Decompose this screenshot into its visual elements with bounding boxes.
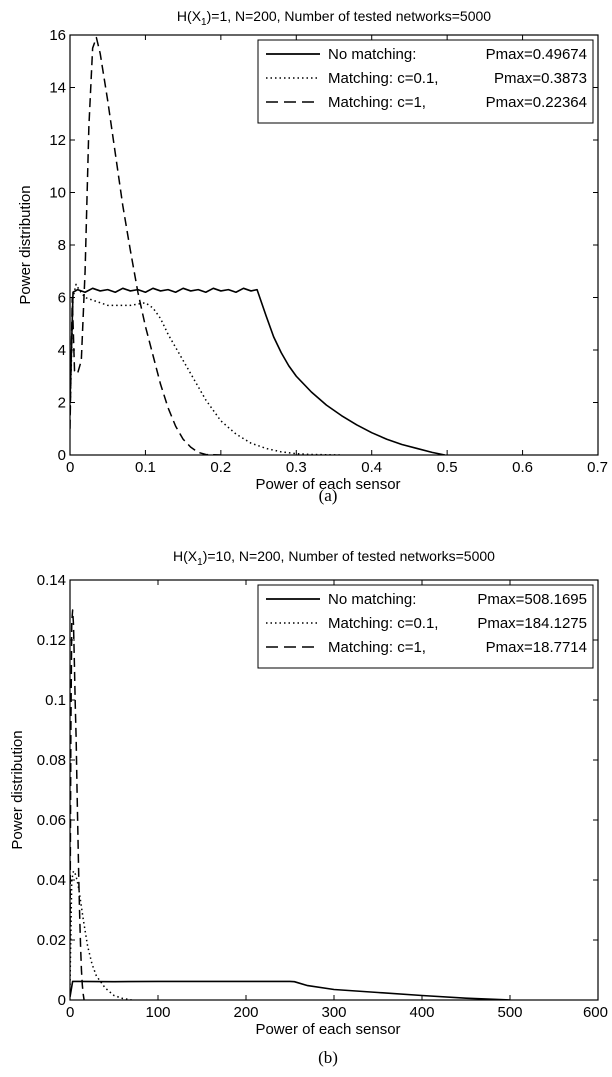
y-tick-label: 0.08	[37, 752, 66, 769]
figure-caption: (a)	[319, 486, 338, 505]
y-tick-label: 10	[49, 185, 66, 202]
y-tick-label: 12	[49, 132, 66, 149]
y-tick-label: 2	[58, 395, 66, 412]
chart-title-sub: 1	[197, 557, 203, 568]
chart-title-post: )=10, N=200, Number of tested networks=5…	[203, 548, 495, 564]
y-axis-label: Power distribution	[9, 730, 26, 849]
chart-title: H(X1)=10, N=200, Number of tested networ…	[173, 548, 495, 568]
y-tick-label: 16	[49, 27, 66, 44]
x-tick-label: 500	[497, 1004, 522, 1021]
series-group	[70, 36, 446, 455]
y-tick-label: 0.12	[37, 632, 66, 649]
legend-value: Pmax=0.3873	[494, 70, 587, 87]
legend-label: No matching:	[328, 591, 416, 608]
x-tick-label: 0.3	[286, 459, 307, 476]
legend: No matching: Pmax=0.49674 Matching: c=0.1,…	[257, 39, 594, 124]
x-tick-label: 100	[145, 1004, 170, 1021]
x-tick-label: 0.7	[587, 459, 608, 476]
x-tick-label: 0.4	[361, 459, 382, 476]
x-tick-label: 300	[321, 1004, 346, 1021]
legend-value: Pmax=184.1275	[477, 615, 587, 632]
y-tick-label: 8	[58, 237, 66, 254]
chart-panel-b: H(X1)=10, N=200, Number of tested networ…	[9, 548, 608, 1067]
y-tick-label: 0.02	[37, 932, 66, 949]
series-line-solid	[70, 287, 446, 455]
x-tick-label: 0.2	[210, 459, 231, 476]
series-line-dashed	[70, 36, 221, 455]
x-tick-label: 0	[66, 1004, 74, 1021]
legend-value: Pmax=18.7714	[486, 639, 587, 656]
legend-value: Pmax=0.49674	[486, 46, 587, 63]
chart-title: H(X1)=1, N=200, Number of tested network…	[177, 8, 491, 28]
chart-title-pre: H(X	[173, 548, 198, 564]
legend: No matching: Pmax=508.1695 Matching: c=0.1…	[257, 584, 594, 669]
legend-value: Pmax=508.1695	[477, 591, 587, 608]
x-tick-label: 600	[583, 1004, 608, 1021]
x-tick-label: 0.5	[437, 459, 458, 476]
series-line-solid	[70, 980, 511, 1000]
y-tick-label: 6	[58, 290, 66, 307]
y-tick-label: 0.14	[37, 572, 66, 589]
legend-value: Pmax=0.22364	[486, 94, 587, 111]
chart-panel-a: H(X1)=1, N=200, Number of tested network…	[17, 8, 608, 505]
series-line-dashed	[70, 609, 85, 1000]
x-tick-label: 0.1	[135, 459, 156, 476]
y-tick-label: 0	[58, 447, 66, 464]
x-tick-label: 0	[66, 459, 74, 476]
x-tick-label: 0.6	[512, 459, 533, 476]
y-tick-label: 0.1	[45, 692, 66, 709]
legend-label: Matching: c=1,	[328, 94, 426, 111]
chart-panels: H(X1)=1, N=200, Number of tested network…	[9, 8, 608, 1067]
chart-title-post: )=1, N=200, Number of tested networks=50…	[207, 8, 492, 24]
legend-label: Matching: c=1,	[328, 639, 426, 656]
y-tick-label: 0	[58, 992, 66, 1009]
y-tick-label: 4	[58, 342, 66, 359]
chart-title-sub: 1	[201, 17, 207, 28]
x-axis-label: Power of each sensor	[255, 1021, 400, 1038]
x-tick-label: 400	[409, 1004, 434, 1021]
series-group	[70, 609, 511, 1000]
y-tick-label: 0.04	[37, 872, 66, 889]
y-tick-label: 14	[49, 80, 66, 97]
x-tick-label: 200	[233, 1004, 258, 1021]
y-tick-label: 0.06	[37, 812, 66, 829]
y-axis-label: Power distribution	[17, 185, 34, 304]
series-line-dotted	[70, 870, 132, 1000]
legend-label: Matching: c=0.1,	[328, 615, 438, 632]
legend-label: No matching:	[328, 46, 416, 63]
chart-title-pre: H(X	[177, 8, 202, 24]
x-axis-label: Power of each sensor	[255, 476, 400, 493]
legend-label: Matching: c=0.1,	[328, 70, 438, 87]
figure-caption: (b)	[318, 1048, 338, 1067]
